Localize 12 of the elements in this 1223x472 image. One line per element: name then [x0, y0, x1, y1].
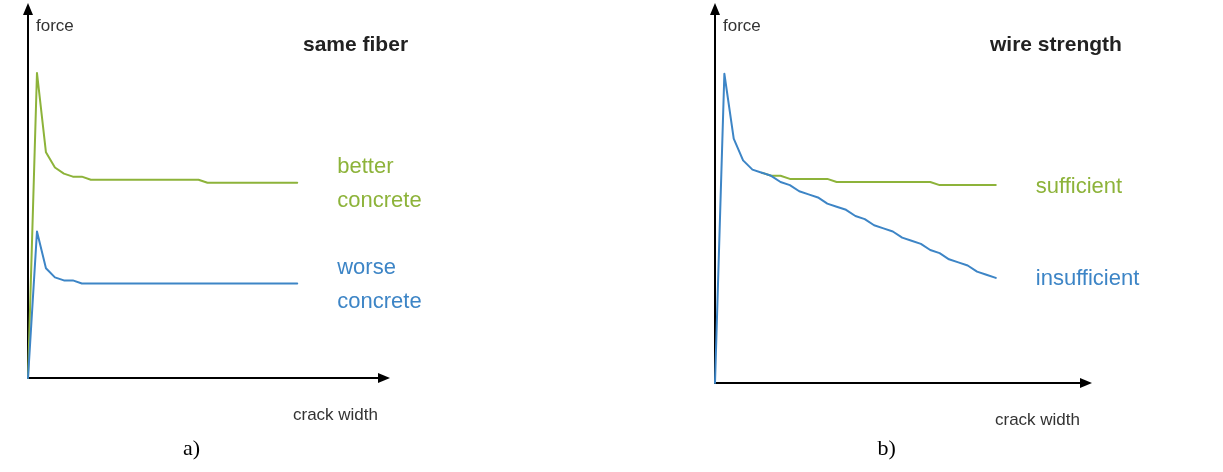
y-axis-title: force: [723, 16, 761, 35]
series-label: worse concrete: [336, 253, 422, 313]
text: b): [877, 434, 896, 460]
x-axis-title: crack width: [994, 410, 1080, 429]
x-axis-title: crack width: [292, 405, 378, 424]
y-axis-title: force: [36, 16, 74, 35]
chart-title: wire strength: [989, 32, 1122, 55]
series-label: insufficient: [1035, 265, 1140, 291]
series-label: better concrete: [337, 153, 422, 213]
series-label: sufficient: [1035, 172, 1123, 198]
text: a): [183, 434, 201, 460]
chart-title: same fiber: [303, 32, 409, 55]
